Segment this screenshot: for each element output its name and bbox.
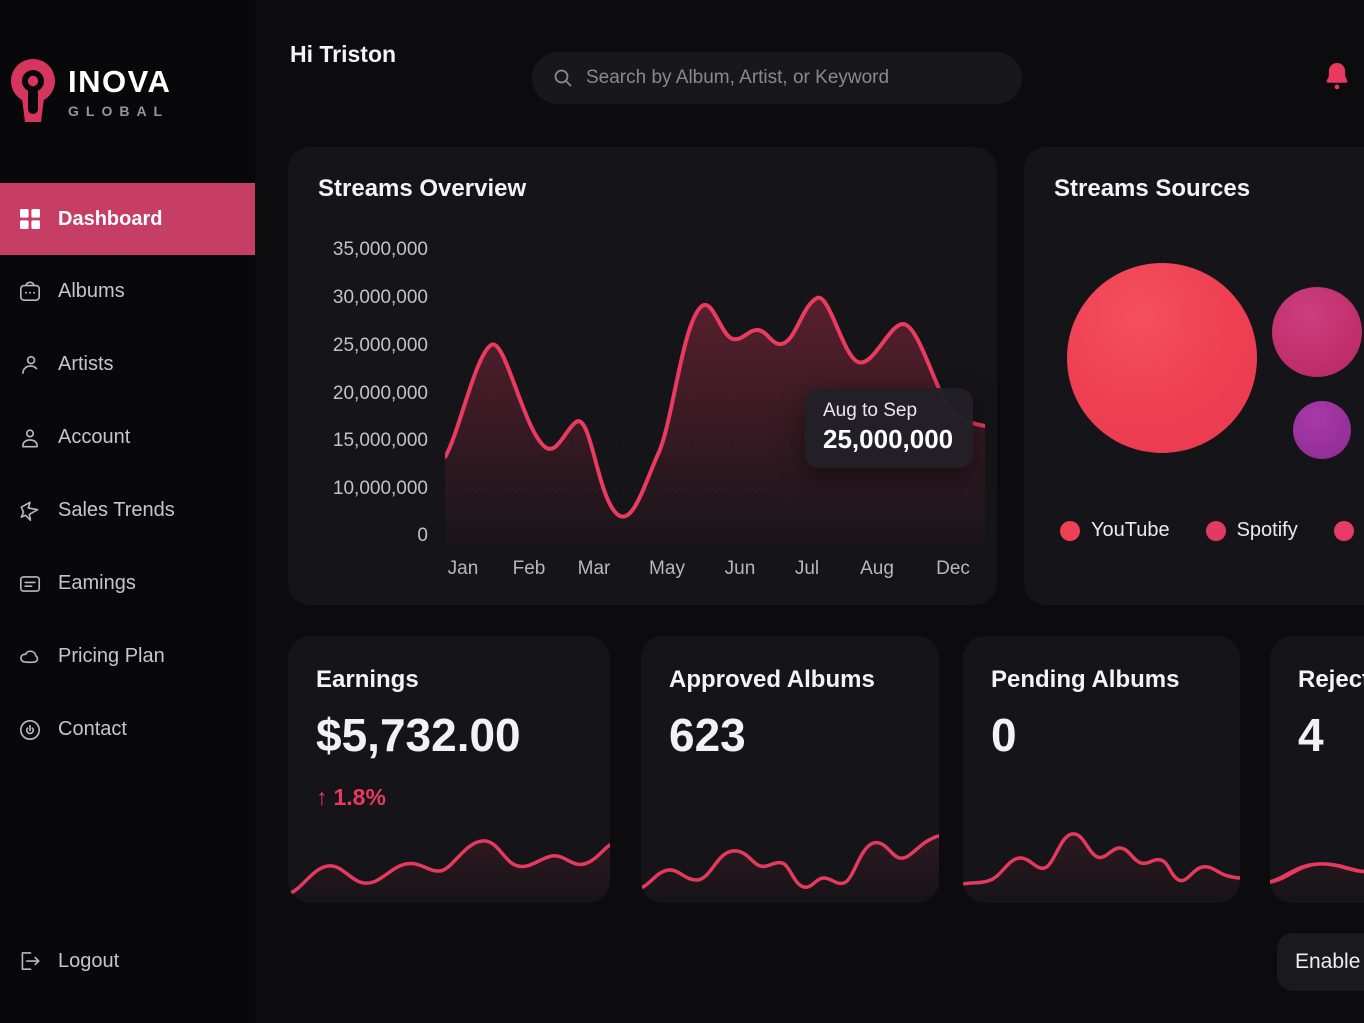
pending-albums-sparkline [963,832,1240,903]
sidebar-item-pricing-plan[interactable]: Pricing Plan [0,620,255,693]
x-axis-tick: Jun [724,558,756,579]
brand-pin-icon [11,59,55,122]
pending-albums-title: Pending Albums [991,666,1180,693]
search-input[interactable] [586,67,1002,89]
pending-albums-value: 0 [991,709,1017,761]
sidebar-item-label: Account [58,426,131,448]
sources-legend: YouTube Spotify Apple Music [1060,519,1364,542]
approved-albums-sparkline [641,834,939,903]
y-axis-tick: 10,000,000 [332,478,428,499]
earnings-card: Earnings $5,732.00 ↑ 1.8% [288,636,610,903]
logout-icon [16,947,44,975]
rejected-albums-value: 4 [1298,709,1324,761]
rejected-albums-card: Rejected Albums 4 [1270,636,1364,903]
sales-trends-icon [16,497,44,525]
x-axis-tick: Jan [447,558,479,579]
earnings-delta-value: 1.8% [333,784,386,810]
tooltip-value: 25,000,000 [823,424,954,454]
sidebar-item-artists[interactable]: Artists [0,328,255,401]
dashboard-grid-icon [16,205,44,233]
x-axis-tick: Dec [936,558,970,579]
brand-subtitle: GLOBAL [68,102,170,119]
streams-overview-title: Streams Overview [318,175,527,202]
approved-albums-title: Approved Albums [669,666,875,693]
rejected-albums-sparkline [1270,862,1364,903]
sidebar-item-label: Albums [58,280,125,302]
tooltip-period: Aug to Sep [823,400,918,421]
sidebar-item-label: Artists [58,353,114,375]
y-axis-tick: 35,000,000 [332,239,428,260]
up-arrow-icon: ↑ [316,784,328,810]
sidebar: INOVA GLOBAL Dashboard [0,0,255,1023]
streams-sources-title: Streams Sources [1054,175,1251,202]
earnings-sparkline [288,839,610,903]
rejected-albums-title: Rejected Albums [1298,666,1364,693]
chart-tooltip: Aug to Sep 25,000,000 [805,388,973,468]
greeting-text: Hi Triston [290,41,397,67]
x-axis-tick: Aug [860,558,894,579]
youtube-bubble[interactable] [1067,263,1257,453]
spotify-bubble[interactable] [1272,287,1362,377]
sidebar-item-label: Pricing Plan [58,645,165,667]
artist-person-icon [16,351,44,379]
legend-label: Spotify [1236,519,1298,541]
sidebar-nav: Dashboard Albums [0,183,255,766]
pricing-plan-cloud-icon [16,643,44,671]
sidebar-item-logout[interactable]: Logout [0,930,255,992]
spotify-legend-dot-icon [1205,520,1226,541]
search-icon [554,69,572,87]
sidebar-item-sales-trends[interactable]: Sales Trends [0,474,255,547]
sidebar-item-contact[interactable]: Contact [0,693,255,766]
main-content: Hi Triston Streams Overview 35,000,000 3… [255,0,1364,1023]
sidebar-item-label: Dashboard [58,207,163,230]
pending-albums-card: Pending Albums 0 [963,636,1240,903]
sidebar-item-earnings[interactable]: Eamings [0,547,255,620]
streams-sources-card: Streams Sources YouTube Spotify Apple Mu… [1024,147,1364,605]
notification-bell-icon[interactable] [1323,60,1351,94]
apple-music-legend-dot-icon [1333,520,1354,541]
sidebar-item-albums[interactable]: Albums [0,255,255,328]
approved-albums-value: 623 [669,709,746,761]
earnings-value: $5,732.00 [316,709,521,761]
youtube-legend-dot-icon [1060,520,1080,541]
y-axis-tick: 0 [417,525,428,546]
search-bar[interactable] [532,52,1022,104]
account-user-icon [16,424,44,452]
albums-icon [16,278,44,306]
sidebar-item-label: Contact [58,718,127,740]
y-axis-tick: 30,000,000 [332,287,428,308]
sidebar-item-account[interactable]: Account [0,401,255,474]
x-axis-tick: Mar [577,558,611,579]
brand-logo: INOVA GLOBAL [10,58,171,124]
y-axis-tick: 15,000,000 [332,430,428,451]
sidebar-item-label: Logout [58,949,120,972]
contact-icon [16,716,44,744]
earnings-title: Earnings [316,666,419,693]
legend-item-spotify: Spotify [1205,519,1298,542]
approved-albums-card: Approved Albums 623 [641,636,939,903]
x-axis-tick: May [649,558,685,579]
x-axis-tick: Feb [512,558,546,579]
enable-button-label: Enable [1295,950,1361,973]
sidebar-item-label: Eamings [58,572,136,594]
earnings-doc-icon [16,570,44,598]
apple-music-bubble[interactable] [1293,401,1351,459]
x-axis-tick: Jul [794,558,820,579]
brand-name: INOVA [68,63,172,99]
legend-item-apple-music: Apple Music [1333,519,1364,542]
sidebar-item-dashboard[interactable]: Dashboard [0,183,255,255]
earnings-delta: ↑ 1.8% [316,784,386,811]
y-axis-tick: 20,000,000 [332,383,428,404]
legend-item-youtube: YouTube [1060,519,1170,542]
sidebar-item-label: Sales Trends [58,499,175,521]
streams-overview-card: Streams Overview 35,000,000 30,000,000 2… [288,147,997,605]
brand-text: INOVA GLOBAL [68,64,171,119]
streams-line-chart[interactable] [445,244,985,544]
y-axis-tick: 25,000,000 [332,335,428,356]
legend-label: YouTube [1091,519,1170,541]
enable-button[interactable]: Enable [1277,933,1364,991]
